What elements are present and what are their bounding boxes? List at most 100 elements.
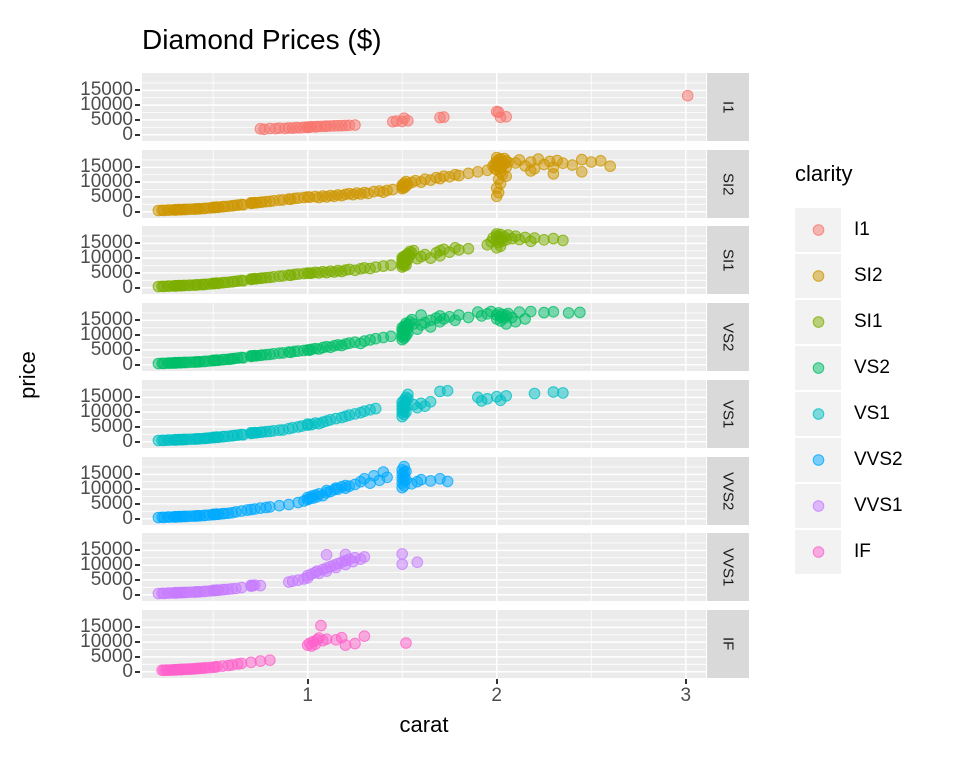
data-point [681, 89, 694, 102]
data-point [369, 402, 382, 415]
y-tick-mark [135, 626, 140, 629]
y-tick-label: 0 [122, 123, 133, 145]
facet-strip: SI1 [707, 226, 749, 294]
facet-strip: I1 [707, 73, 749, 141]
y-tick-mark [135, 488, 140, 491]
y-tick-label: 0 [122, 200, 133, 222]
facet-strip-label: VS2 [719, 322, 737, 352]
y-tick-label: 5000 [90, 645, 133, 667]
panel-canvas [142, 533, 706, 601]
data-point [320, 549, 333, 561]
data-point [500, 390, 513, 402]
y-tick-mark [135, 242, 140, 245]
facet-strip-label: IF [719, 637, 737, 651]
y-tick-mark [135, 210, 140, 213]
y-tick-mark [135, 348, 140, 352]
y-tick-label: 15000 [80, 79, 133, 101]
panel-canvas [142, 380, 706, 448]
legend-key [795, 392, 841, 436]
panel-canvas [142, 610, 706, 678]
y-tick-mark [135, 257, 140, 260]
facet-strip: VVS1 [707, 533, 749, 601]
y-tick-label: 5000 [90, 338, 133, 360]
legend-key [795, 438, 841, 482]
data-point [358, 551, 371, 563]
facet-strip-label: I1 [719, 100, 737, 114]
y-tick-mark [135, 425, 140, 429]
data-point [264, 654, 276, 667]
data-point [385, 259, 397, 272]
facet-panel [142, 457, 706, 525]
legend-key [795, 346, 841, 390]
data-point [566, 159, 579, 171]
data-point [424, 321, 437, 333]
y-tick-mark [135, 670, 140, 673]
y-tick-label: 5000 [90, 185, 133, 207]
data-point [462, 311, 475, 324]
y-tick-mark [135, 133, 140, 136]
legend-point-icon [812, 316, 825, 328]
y-tick-mark [135, 104, 140, 107]
legend-point-icon [812, 270, 825, 282]
data-point [349, 119, 361, 131]
y-tick-label: 5000 [90, 415, 133, 437]
facet-strip: SI2 [707, 150, 749, 218]
data-point [547, 168, 560, 180]
data-point [402, 115, 414, 127]
y-tick-mark [135, 363, 140, 366]
legend-label: VS2 [854, 357, 890, 378]
y-tick-mark [135, 641, 140, 644]
legend-label: VS1 [854, 403, 890, 424]
y-tick-label: 0 [122, 276, 133, 298]
y-tick-label: 5000 [90, 492, 133, 514]
x-tick-label: 3 [680, 685, 692, 706]
plot-title: Diamond Prices ($) [142, 24, 382, 55]
y-tick-mark [135, 89, 140, 92]
y-tick-mark [135, 166, 140, 169]
facet-strip: VS1 [707, 380, 749, 448]
legend-key [795, 484, 841, 528]
data-point [562, 307, 575, 319]
y-tick-mark [135, 181, 140, 184]
y-tick-label: 10000 [80, 554, 133, 576]
x-tick-mark [684, 679, 687, 684]
legend-point-icon [812, 500, 825, 512]
data-point [500, 170, 513, 183]
y-tick-mark [135, 271, 140, 275]
legend-point-icon [812, 408, 825, 420]
y-tick-label: 10000 [80, 94, 133, 116]
y-tick-mark [135, 655, 140, 659]
data-point [528, 387, 541, 400]
y-tick-label: 0 [122, 583, 133, 605]
data-point [339, 548, 352, 561]
facet-strip-label: VVS1 [719, 547, 737, 587]
data-point [604, 160, 617, 173]
y-tick-label: 10000 [80, 631, 133, 653]
data-point [400, 637, 412, 649]
y-tick-mark [135, 502, 140, 506]
y-tick-mark [135, 578, 140, 582]
y-tick-label: 10000 [80, 478, 133, 500]
legend-label: SI1 [854, 311, 883, 332]
x-tick-mark [495, 679, 498, 684]
facet-strip-label: VS1 [719, 399, 737, 429]
data-point [254, 579, 267, 592]
data-point [557, 234, 569, 247]
y-tick-mark [135, 564, 140, 567]
data-point [557, 387, 569, 399]
panel-canvas [142, 457, 706, 525]
y-tick-label: 15000 [80, 232, 133, 254]
legend-point-icon [812, 224, 825, 236]
data-point [500, 111, 513, 123]
panel-canvas [142, 73, 706, 141]
legend-label: SI2 [854, 265, 883, 286]
data-point [315, 619, 327, 632]
facet-strip: VS2 [707, 303, 749, 371]
y-tick-label: 10000 [80, 324, 133, 346]
legend-label: VVS1 [854, 495, 903, 516]
data-point [438, 111, 450, 123]
data-point [411, 556, 424, 569]
